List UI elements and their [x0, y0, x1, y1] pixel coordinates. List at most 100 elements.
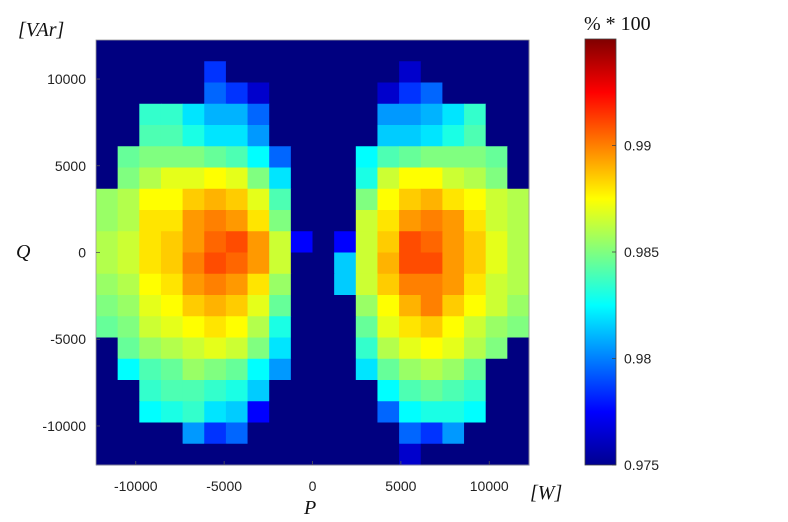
heatmap-cell [204, 125, 227, 147]
heatmap-cell [399, 103, 422, 126]
heatmap-cell [182, 146, 205, 168]
heatmap-cell [204, 61, 227, 83]
heatmap-cell [420, 316, 443, 338]
heatmap-cell [485, 40, 508, 62]
heatmap-cell [117, 401, 140, 423]
heatmap-cell [464, 146, 487, 168]
heatmap-cell [269, 443, 292, 466]
heatmap-cell [485, 401, 508, 423]
heatmap-cell [290, 295, 313, 317]
heatmap-cell [377, 316, 400, 338]
heatmap-cell [334, 252, 357, 275]
heatmap-cell [96, 252, 119, 275]
heatmap-cell [442, 40, 465, 62]
x-tick-label: -10000 [114, 478, 158, 494]
heatmap-cell [312, 231, 335, 253]
heatmap-cell [117, 231, 140, 253]
heatmap-cell [420, 231, 443, 253]
heatmap-cell [485, 422, 508, 445]
heatmap-cell [377, 40, 400, 62]
heatmap-cell [204, 337, 227, 360]
heatmap-cell [96, 210, 119, 232]
heatmap-cell [312, 61, 335, 83]
heatmap-cell [182, 40, 205, 62]
heatmap-cell [96, 316, 119, 338]
heatmap-cell [464, 125, 487, 147]
heatmap-cell [182, 167, 205, 190]
heatmap-cell [225, 358, 249, 381]
heatmap-cell [247, 337, 270, 360]
heatmap-cell [312, 210, 335, 232]
heatmap-cell [182, 337, 205, 360]
heatmap-cell [182, 61, 205, 83]
heatmap-cell [377, 103, 400, 126]
heatmap-cell [290, 401, 313, 423]
heatmap-cell [139, 337, 162, 360]
heatmap-cell [355, 82, 378, 105]
heatmap-cell [204, 380, 227, 402]
heatmap-cell [420, 103, 443, 126]
heatmap-cell [269, 125, 292, 147]
heatmap-cell [139, 422, 162, 445]
heatmap-cell [420, 125, 443, 147]
heatmap-cell [290, 188, 313, 211]
y-tick-label: 10000 [47, 71, 86, 87]
heatmap-cell [399, 273, 422, 296]
heatmap-cell [160, 316, 184, 338]
heatmap-cell [182, 443, 205, 466]
heatmap-cell [507, 82, 530, 105]
heatmap-cell [225, 443, 249, 466]
y-tick-label: 5000 [55, 158, 86, 174]
heatmap-cell [334, 316, 357, 338]
y-axis-label: Q [16, 241, 31, 263]
heatmap-cell [247, 146, 270, 168]
heatmap-cell [269, 380, 292, 402]
heatmap-cell [182, 316, 205, 338]
heatmap-cell [377, 82, 400, 105]
heatmap-cell [312, 273, 335, 296]
heatmap-cell [290, 167, 313, 190]
heatmap-cell [225, 210, 249, 232]
heatmap-cell [399, 82, 422, 105]
heatmap-cell [399, 231, 422, 253]
heatmap-cell [247, 273, 270, 296]
heatmap-cell [464, 252, 487, 275]
x-axis-unit: [W] [530, 482, 562, 504]
heatmap-cell [182, 273, 205, 296]
heatmap-cell [399, 40, 422, 62]
heatmap-cell [96, 337, 119, 360]
heatmap-cell [355, 210, 378, 232]
heatmap-cell [377, 252, 400, 275]
heatmap-cell [204, 82, 227, 105]
heatmap-cell [485, 316, 508, 338]
heatmap-cell [269, 401, 292, 423]
heatmap-cell [355, 252, 378, 275]
heatmap-cell [442, 337, 465, 360]
heatmap-cell [139, 273, 162, 296]
heatmap-cell [290, 443, 313, 466]
heatmap-cell [139, 358, 162, 381]
heatmap-cell [464, 443, 487, 466]
heatmap-cell [160, 401, 184, 423]
heatmap-cell [96, 125, 119, 147]
heatmap-cell [160, 252, 184, 275]
heatmap-cell [117, 210, 140, 232]
heatmap-cell [290, 61, 313, 83]
heatmap-cell [334, 358, 357, 381]
heatmap-cell [117, 273, 140, 296]
heatmap-cell [377, 231, 400, 253]
heatmap-cell [334, 125, 357, 147]
heatmap-cell [247, 443, 270, 466]
heatmap-cell [247, 210, 270, 232]
x-tick-label: 10000 [470, 478, 509, 494]
heatmap-cell [334, 380, 357, 402]
heatmap-cell [204, 316, 227, 338]
heatmap-cell [377, 443, 400, 466]
heatmap-cell [442, 422, 465, 445]
heatmap-cell [117, 125, 140, 147]
heatmap-cell [204, 401, 227, 423]
heatmap-cell [160, 358, 184, 381]
heatmap-cell [204, 167, 227, 190]
heatmap-cell [117, 358, 140, 381]
